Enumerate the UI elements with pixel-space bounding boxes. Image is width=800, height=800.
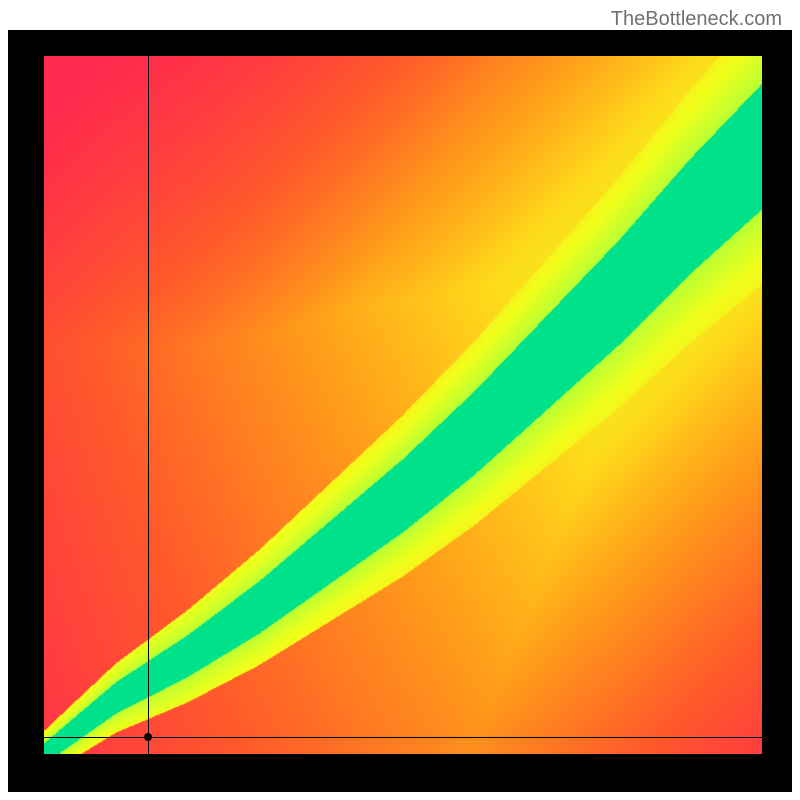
heatmap-canvas: [44, 56, 762, 754]
plot-area: [44, 56, 762, 754]
plot-frame: [8, 30, 792, 792]
crosshair-dot: [144, 733, 152, 741]
crosshair-vertical: [148, 56, 149, 754]
attribution-text: TheBottleneck.com: [611, 8, 782, 31]
